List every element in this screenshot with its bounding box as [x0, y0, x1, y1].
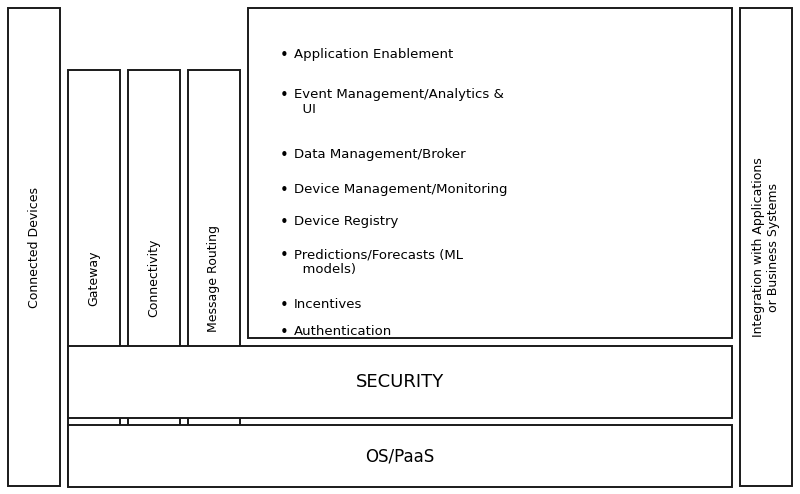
- Text: Message Routing: Message Routing: [207, 224, 221, 331]
- Bar: [8, 8, 60, 486]
- Text: Connected Devices: Connected Devices: [27, 187, 41, 307]
- Text: Device Management/Monitoring: Device Management/Monitoring: [294, 183, 507, 196]
- Bar: [68, 425, 732, 487]
- Text: Predictions/Forecasts (ML
  models): Predictions/Forecasts (ML models): [294, 248, 463, 276]
- Bar: [248, 8, 732, 338]
- Text: •: •: [280, 248, 288, 263]
- Bar: [188, 70, 240, 486]
- Text: Connectivity: Connectivity: [147, 239, 161, 317]
- Text: •: •: [280, 183, 288, 198]
- Text: Event Management/Analytics &
  UI: Event Management/Analytics & UI: [294, 88, 504, 116]
- Text: Gateway: Gateway: [87, 250, 101, 306]
- Text: Incentives: Incentives: [294, 298, 362, 311]
- Text: Authentication: Authentication: [294, 325, 392, 338]
- Bar: [68, 70, 120, 486]
- Text: Device Registry: Device Registry: [294, 215, 398, 228]
- Bar: [740, 8, 792, 486]
- Text: •: •: [280, 148, 288, 163]
- Text: •: •: [280, 48, 288, 63]
- Text: •: •: [280, 88, 288, 103]
- Text: Integration with Applications
or Business Systems: Integration with Applications or Busines…: [752, 157, 780, 337]
- Text: OS/PaaS: OS/PaaS: [366, 447, 434, 465]
- Text: •: •: [280, 298, 288, 313]
- Bar: [128, 70, 180, 486]
- Text: •: •: [280, 325, 288, 340]
- Text: SECURITY: SECURITY: [356, 373, 444, 391]
- Bar: [68, 346, 732, 418]
- Text: Application Enablement: Application Enablement: [294, 48, 454, 61]
- Text: Data Management/Broker: Data Management/Broker: [294, 148, 466, 161]
- Text: •: •: [280, 215, 288, 230]
